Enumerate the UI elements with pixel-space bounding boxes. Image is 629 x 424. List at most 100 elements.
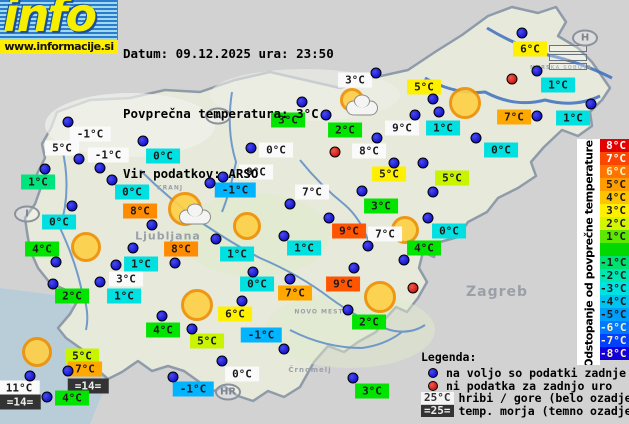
blue-dot-icon (428, 368, 438, 379)
dark-chip: =25= (421, 405, 454, 418)
temp-label: 2°C (352, 314, 386, 330)
road-sign-a: A (205, 107, 231, 125)
temp-label: 0°C (484, 142, 518, 158)
legend-item-text: temp. morja (temno ozadje) (458, 404, 629, 419)
station-dot-blue (110, 259, 122, 271)
temp-label: -1°C (69, 126, 111, 142)
temp-label: 2°C (328, 122, 362, 138)
temp-label: 6°C (513, 41, 547, 57)
station-dot-blue (186, 323, 198, 335)
temp-label: 0°C (240, 276, 274, 292)
station-dot-blue (216, 355, 228, 367)
temp-label: 11°C (0, 380, 40, 396)
scale-block: 5°C (600, 178, 629, 191)
sun-icon (233, 212, 261, 240)
station-dot-blue (62, 365, 74, 377)
scale-block: 7°C (600, 152, 629, 165)
temp-label: 1°C (220, 246, 254, 262)
scale-block: 4°C (600, 191, 629, 204)
station-dot-blue (531, 65, 543, 77)
temp-label: 5°C (190, 333, 224, 349)
temp-label: 9°C (326, 276, 360, 292)
station-dot-blue (50, 256, 62, 268)
temp-label: 0°C (115, 184, 149, 200)
scale-block: -3°C (600, 282, 629, 295)
station-dot-blue (370, 67, 382, 79)
temp-label: 1°C (21, 174, 55, 190)
scale-block: -4°C (600, 295, 629, 308)
station-dot-blue (356, 185, 368, 197)
city-label: KRANJ (156, 184, 184, 192)
header-date: Datum: 09.12.2025 ura: 23:50 (123, 46, 334, 61)
temp-label: 1°C (541, 77, 575, 93)
legend: Legenda: na voljo so podatki zadnje uren… (421, 350, 629, 419)
station-dot-blue (409, 109, 421, 121)
station-dot-blue (236, 295, 248, 307)
station-dot-blue (39, 163, 51, 175)
legend-item-text: ni podatka za zadnjo uro (446, 378, 613, 393)
temp-label: 8°C (164, 241, 198, 257)
station-dot-blue (433, 106, 445, 118)
road-sign-h: H (572, 29, 598, 47)
temp-label: 3°C (364, 198, 398, 214)
station-dot-blue (516, 27, 528, 39)
cloud-icon (346, 94, 378, 116)
legend-item: na voljo so podatki zadnje ure (421, 366, 629, 380)
temp-label: 0°C (259, 142, 293, 158)
temp-label: 8°C (352, 143, 386, 159)
station-dot-blue (323, 212, 335, 224)
temp-label: 0°C (146, 148, 180, 164)
station-dot-blue (388, 157, 400, 169)
cloud-icon (179, 203, 211, 225)
scale-block: -6°C (600, 321, 629, 334)
temp-label: 5°C (372, 166, 406, 182)
temp-label: 1°C (426, 120, 460, 136)
temp-label: 3°C (338, 72, 372, 88)
logo-brand: info (3, 0, 97, 42)
temp-label: 3°C (271, 112, 305, 128)
station-dot-red (506, 73, 518, 85)
temp-label: 7°C (368, 226, 402, 242)
scale-blocks: 8°C 7°C 6°C 5°C 4°C 3°C 2°C 1°C -1°C -2°C -3°C -4°C… (600, 139, 629, 360)
temp-label: 0°C (432, 223, 466, 239)
temp-label: -1°C (172, 381, 214, 397)
temp-label: 9°C (239, 164, 273, 180)
road-sign-i: I (14, 205, 40, 223)
station-dot-blue (62, 116, 74, 128)
legend-item: ni podatka za zadnjo uro (421, 378, 629, 393)
scale-block: -1°C (600, 256, 629, 269)
logo-stripes (0, 0, 118, 44)
legend-title: Legenda: (421, 350, 477, 364)
road-sign-hr: HR (215, 383, 241, 401)
sun-icon (449, 87, 481, 119)
station-dot-blue (127, 242, 139, 254)
station-dot-blue (417, 157, 429, 169)
temp-label: 1°C (287, 240, 321, 256)
temp-label: 5°C (407, 79, 441, 95)
temp-label: 1°C (556, 110, 590, 126)
temp-label: 4°C (407, 240, 441, 256)
station-dot-blue (137, 135, 149, 147)
scale-title: Odstopanje od povprečne temperature: (577, 139, 600, 365)
logo-link[interactable]: www.informacije.si (0, 40, 118, 54)
scale-block: -7°C (600, 334, 629, 347)
station-dot-blue (348, 262, 360, 274)
legend-item: 25°C hribi / gore (belo ozadje) (421, 391, 629, 406)
station-dot-blue (347, 372, 359, 384)
river-mura (486, 26, 613, 80)
legend-item-text: hribi / gore (belo ozadje) (458, 391, 629, 406)
temp-label: 9°C (332, 223, 366, 239)
station-dot-blue (66, 200, 78, 212)
station-dot-blue (296, 96, 308, 108)
station-dot-blue (585, 98, 597, 110)
station-dot-blue (422, 212, 434, 224)
station-dot-blue (169, 257, 181, 269)
scale-block: -8°C (600, 347, 629, 360)
station-dot-blue (210, 233, 222, 245)
station-dot-blue (284, 273, 296, 285)
temp-label: 4°C (25, 241, 59, 257)
temp-label: -1°C (240, 327, 282, 343)
logo: info www.informacije.si (0, 0, 118, 57)
station-dot-blue (156, 310, 168, 322)
